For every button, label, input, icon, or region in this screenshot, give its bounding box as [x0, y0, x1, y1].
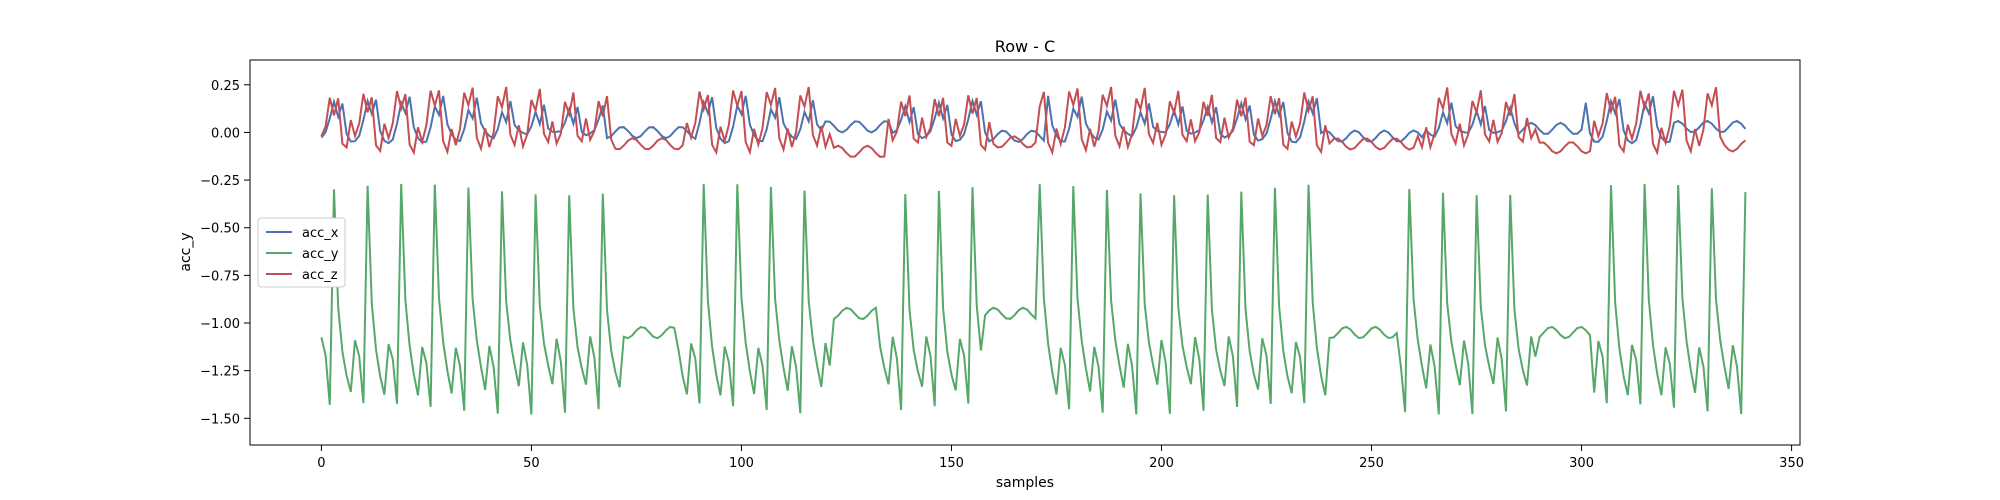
x-tick-label: 300 — [1569, 456, 1594, 471]
y-tick-label: −1.50 — [200, 412, 240, 427]
y-tick-label: −0.50 — [200, 222, 240, 237]
x-tick-label: 100 — [729, 456, 754, 471]
chart-title: Row - C — [995, 37, 1055, 56]
legend-label-acc_y: acc_y — [302, 247, 339, 262]
x-tick-label: 150 — [939, 456, 964, 471]
x-axis-label: samples — [996, 475, 1054, 491]
series-layer — [320, 86, 1747, 415]
y-tick-label: −0.25 — [200, 174, 240, 189]
series-line-acc_y — [320, 183, 1747, 415]
legend: acc_x acc_y acc_z — [257, 217, 346, 288]
y-axis: 0.25 0.00 −0.25 −0.50 −0.75 −1.00 −1.25 −1.50 — [200, 79, 250, 427]
y-tick-label: 0.00 — [211, 126, 240, 141]
x-tick-label: 350 — [1779, 456, 1804, 471]
x-tick-label: 250 — [1359, 456, 1384, 471]
x-tick-label: 200 — [1149, 456, 1174, 471]
y-tick-label: 0.25 — [211, 79, 240, 94]
y-tick-label: −1.00 — [200, 317, 240, 332]
plot-background — [250, 60, 1800, 445]
legend-label-acc_z: acc_z — [302, 268, 338, 283]
legend-box — [257, 217, 346, 288]
x-axis: 0 50 100 150 200 250 300 350 — [317, 445, 1804, 471]
series-line-acc_z — [320, 86, 1747, 158]
series-line-acc_x — [320, 95, 1747, 145]
plot-frame — [249, 59, 1801, 446]
x-tick-label: 50 — [523, 456, 540, 471]
legend-label-acc_x: acc_x — [302, 226, 339, 241]
x-tick-label: 0 — [317, 456, 325, 471]
y-tick-label: −0.75 — [200, 269, 240, 284]
y-tick-label: −1.25 — [200, 365, 240, 380]
y-axis-label: acc_y — [178, 232, 194, 271]
